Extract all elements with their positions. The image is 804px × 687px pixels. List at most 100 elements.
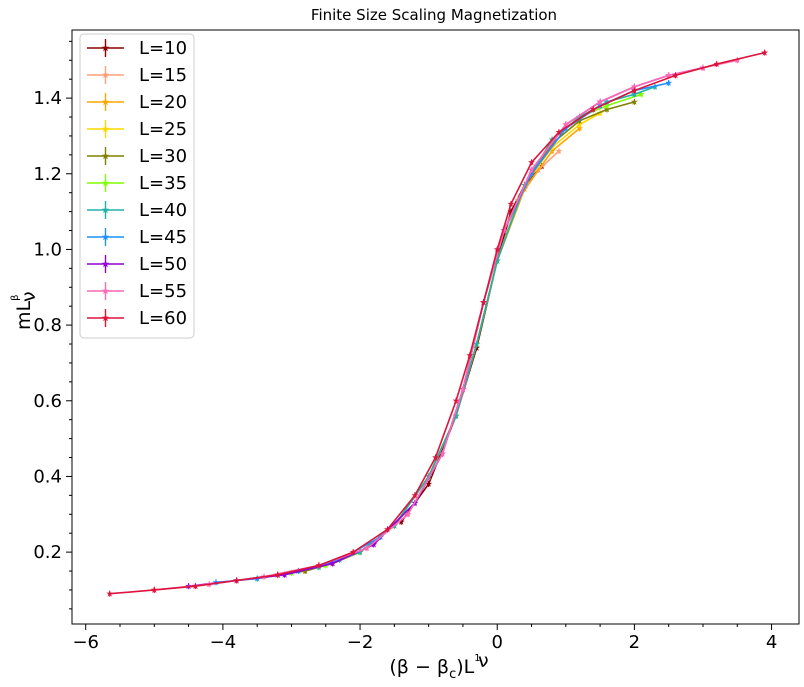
data-point [356, 548, 364, 556]
data-point [630, 98, 638, 105]
data-point [603, 98, 611, 105]
y-tick-label: 1.4 [33, 88, 62, 109]
data-point [576, 124, 583, 132]
data-point [596, 102, 604, 109]
data-point [761, 49, 769, 56]
legend-box [79, 33, 195, 339]
legend-item-L=10: L=10 [87, 38, 187, 59]
data-point [480, 298, 487, 306]
legend-label: L=50 [139, 254, 187, 275]
data-point [548, 147, 556, 154]
data-point [349, 548, 357, 556]
legend-label: L=35 [139, 173, 187, 194]
x-axis-label-after: )L [456, 656, 474, 678]
legend-item-L=40: L=40 [87, 200, 187, 221]
data-point [493, 257, 501, 264]
data-point [397, 518, 405, 525]
legend-item-L=20: L=20 [87, 92, 187, 113]
legend-label: L=10 [139, 38, 187, 59]
data-point [596, 98, 604, 105]
data-point [363, 544, 371, 552]
data-point [404, 510, 412, 518]
data-point [562, 120, 570, 128]
data-point [425, 472, 433, 480]
data-point [500, 226, 508, 234]
y-axis-label-sup-den: ν [18, 291, 40, 302]
x-tick-label: −2 [347, 632, 374, 653]
legend-item-L=50: L=50 [87, 254, 187, 275]
tick-marks: −6 −4 −2 0 2 4 0.2 0.4 0.6 0.8 1.0 1.2 1.4 [33, 40, 777, 653]
data-point [281, 571, 289, 578]
legend: L=10 L=15 L=20 L=25 L=30 L=35 L=40 L=45 L=50 L=55… [79, 33, 195, 339]
data-point [555, 147, 563, 154]
data-point [274, 571, 282, 578]
data-point [466, 351, 474, 359]
legend-label: L=45 [139, 227, 187, 248]
x-axis-label-main: (β − β [389, 656, 449, 678]
legend-label: L=40 [139, 200, 187, 221]
data-point [672, 71, 679, 79]
data-point [637, 90, 645, 98]
data-point [507, 208, 515, 215]
legend-marker [101, 179, 110, 187]
legend-item-L=35: L=35 [87, 173, 187, 194]
data-point [603, 105, 611, 113]
legend-marker [101, 152, 110, 160]
data-point [315, 561, 323, 569]
legend-item-L=30: L=30 [87, 146, 187, 167]
legend-item-L=25: L=25 [87, 119, 187, 140]
data-point [528, 158, 535, 166]
legend-item-L=60: L=60 [87, 308, 187, 329]
series-line [109, 51, 765, 595]
data-point [576, 113, 583, 120]
legend-label: L=20 [139, 92, 187, 113]
legend-marker [101, 44, 110, 52]
legend-label: L=30 [139, 146, 187, 167]
legend-item-L=55: L=55 [87, 281, 187, 302]
data-point [384, 525, 391, 533]
data-point [459, 385, 467, 393]
legend-item-L=45: L=45 [87, 227, 187, 248]
data-point [713, 60, 721, 67]
y-tick-label: 1.0 [33, 239, 62, 260]
data-point [329, 559, 337, 567]
legend-item-L=15: L=15 [87, 65, 187, 86]
data-point [336, 556, 343, 563]
data-point [438, 450, 446, 457]
data-point [212, 578, 220, 586]
data-point [425, 480, 433, 487]
y-tick-label: 1.2 [33, 164, 62, 185]
data-point [528, 166, 535, 173]
data-point [493, 245, 501, 253]
y-axis-label-sup-num: β [10, 295, 21, 301]
plot-area [106, 49, 769, 597]
data-point [192, 582, 199, 590]
legend-marker [101, 71, 110, 79]
legend-marker [101, 206, 110, 214]
series-L=60 [106, 49, 769, 597]
x-axis-label-sup-den: ν [478, 650, 489, 672]
legend-label: L=55 [139, 281, 187, 302]
x-axis-label: (β − βc)L1 [389, 653, 480, 682]
legend-label: L=25 [139, 119, 187, 140]
x-tick-label: 4 [766, 632, 777, 653]
data-point [370, 540, 378, 548]
data-point [630, 83, 638, 90]
data-point [150, 586, 158, 593]
data-point [411, 491, 419, 499]
x-tick-label: 0 [491, 632, 502, 653]
legend-marker [101, 125, 110, 133]
legend-label: L=60 [139, 308, 187, 329]
data-point [452, 397, 460, 404]
y-tick-label: 0.2 [33, 542, 62, 563]
data-point [665, 79, 673, 86]
data-point [528, 170, 535, 177]
data-point [589, 105, 597, 113]
data-point [576, 120, 583, 128]
legend-marker [101, 287, 110, 295]
data-point [452, 412, 460, 419]
y-axis-label-main: mL [13, 300, 35, 330]
x-axis-label-sub: c [449, 667, 456, 682]
y-tick-label: 0.6 [33, 391, 62, 412]
